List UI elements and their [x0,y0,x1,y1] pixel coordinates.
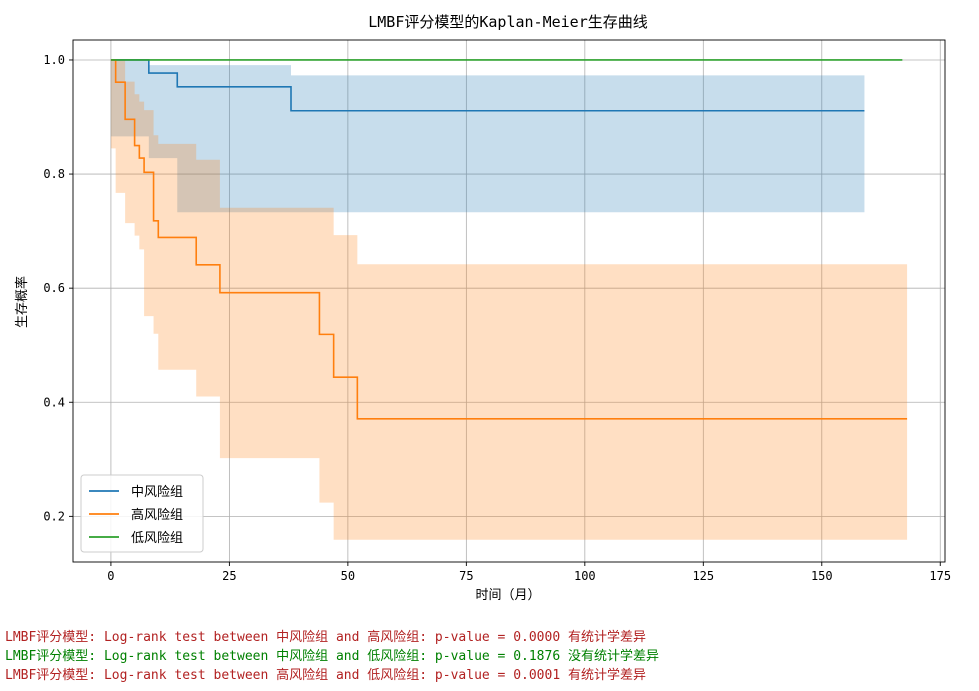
log-rank-output: LMBF评分模型: Log-rank test between 中风险组 and… [5,628,975,685]
x-tick-label: 50 [341,569,355,583]
legend-box [80,474,204,553]
axes: 0 25 50 75 100 125 150 175 0.2 0.4 0.6 0.8 1.0 中风险组高风… [43,39,951,583]
survival-line [110,59,865,112]
y-tick-label: 0.4 [43,395,65,409]
plot-frame [72,39,946,563]
legend-label: 高风险组 [131,507,183,523]
x-tick-label: 0 [107,569,114,583]
y-axis-label: 生存概率 [14,276,30,328]
x-tick-label: 25 [222,569,236,583]
x-axis-label: 时间（月） [475,588,540,603]
km-chart: 0 25 50 75 100 125 150 175 0.2 0.4 0.6 0.8 1.0 中风险组高风… [14,13,951,603]
ci-band [110,59,908,540]
km-chart-svg: 0 25 50 75 100 125 150 175 0.2 0.4 0.6 0.8 1.0 中风险组高风… [14,13,951,603]
y-tick-label: 0.2 [43,509,65,523]
y-tick-label: 0.8 [43,167,65,181]
y-tick-label: 1.0 [43,53,65,67]
legend-label: 低风险组 [131,531,183,546]
x-tick-label: 100 [574,569,596,583]
log-line: LMBF评分模型: Log-rank test between 高风险组 and… [5,668,646,683]
x-tick-label: 75 [459,569,473,583]
legend-label: 中风险组 [131,485,183,500]
x-tick-label: 125 [692,569,714,583]
survival-line [110,59,908,420]
series-lines [110,59,908,420]
y-tick-label: 0.6 [43,281,65,295]
x-tick-label: 175 [929,569,951,583]
x-tick-label: 150 [811,569,833,583]
log-line: LMBF评分模型: Log-rank test between 中风险组 and… [5,649,659,664]
log-line: LMBF评分模型: Log-rank test between 中风险组 and… [5,630,646,645]
ci-band [110,59,865,213]
ci-bands [110,59,908,540]
chart-title: LMBF评分模型的Kaplan-Meier生存曲线 [368,13,648,31]
